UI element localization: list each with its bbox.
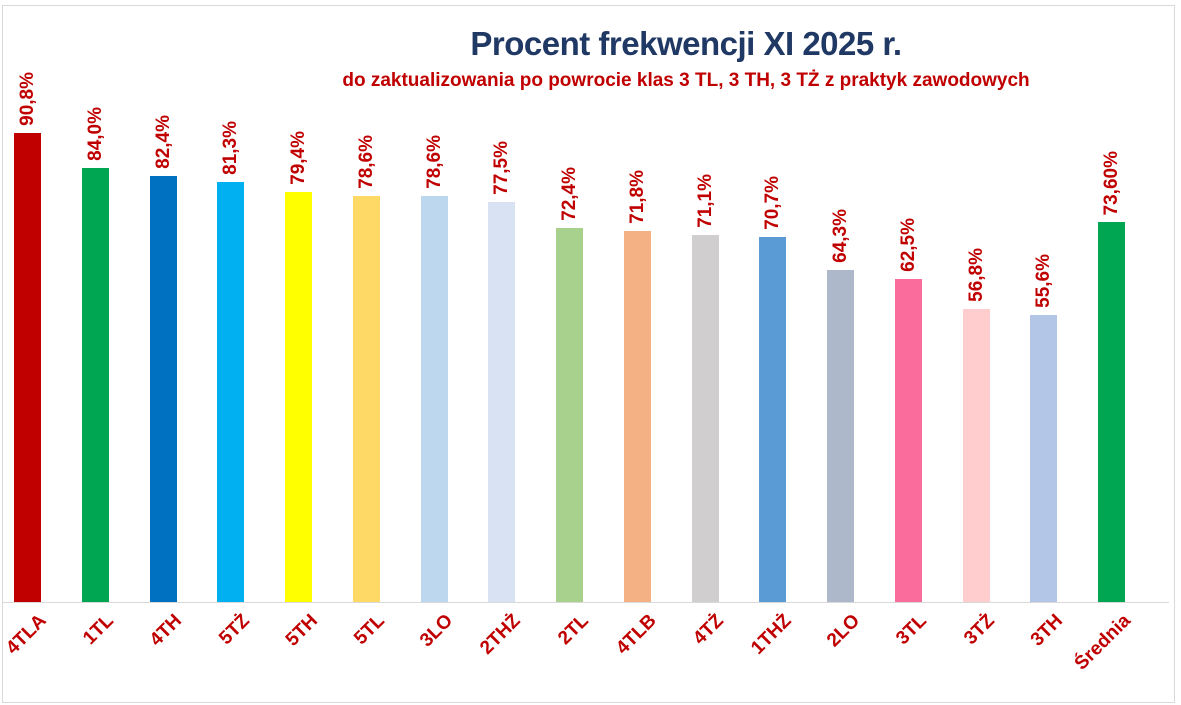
category-label-5TL: 5TL <box>350 610 390 650</box>
category-label-3LO: 3LO <box>416 610 458 652</box>
bar-1TL <box>81 168 109 603</box>
bar-slot-1TL: 84,0% <box>81 107 109 603</box>
category-label-2LO: 2LO <box>822 610 864 652</box>
bar-4TLB <box>623 231 651 603</box>
bar-value-label: 79,4% <box>288 131 309 185</box>
bar-Średnia <box>1098 222 1125 603</box>
bar-slot-4TLA: 90,8% <box>14 72 41 603</box>
bar-value-label: 56,8% <box>965 248 987 302</box>
bar-4TLA <box>14 133 41 603</box>
bar-2LO <box>827 270 854 603</box>
bar-5TŻ <box>217 182 245 603</box>
x-axis-line <box>3 602 1169 603</box>
bar-slot-4TŻ: 71,1% <box>691 174 719 603</box>
category-label-4TŻ: 4TŻ <box>689 610 729 650</box>
chart-subtitle: do zaktualizowania po powrocie klas 3 TL… <box>342 70 1030 92</box>
bar-slot-2LO: 64,3% <box>827 209 854 603</box>
category-label-1TL: 1TL <box>79 610 119 650</box>
bar-3LO <box>420 196 448 603</box>
bar-value-label: 90,8% <box>17 72 38 126</box>
bar-slot-3TŻ: 56,8% <box>962 248 990 603</box>
bar-slot-5TH: 79,4% <box>285 131 312 603</box>
title-block: Procent frekwencji XI 2025 r. do zaktual… <box>191 25 1181 92</box>
bar-value-label: 77,5% <box>491 141 513 195</box>
bar-value-label: 78,6% <box>423 135 445 189</box>
bar-value-label: 82,4% <box>152 115 174 169</box>
category-label-2THŻ: 2THŻ <box>476 610 525 659</box>
bar-2TL <box>556 228 583 603</box>
category-label-Średnia: Średnia <box>1070 610 1135 675</box>
category-label-3TH: 3TH <box>1026 610 1067 651</box>
bar-3TL <box>894 279 922 603</box>
chart-title: Procent frekwencji XI 2025 r. <box>470 25 902 62</box>
bar-slot-3LO: 78,6% <box>420 135 448 603</box>
bar-4TŻ <box>691 235 719 603</box>
bar-value-label: 81,3% <box>220 121 242 175</box>
bar-4TH <box>149 176 177 603</box>
bar-value-label: 72,4% <box>559 167 580 221</box>
bar-value-label: 70,7% <box>762 176 784 230</box>
bar-value-label: 64,3% <box>830 209 851 263</box>
bar-slot-3TL: 62,5% <box>894 218 922 603</box>
bar-value-label: 78,6% <box>355 135 377 189</box>
category-axis: 4TLA 1TL 4TH 5TŻ 5TH 5TL 3LO 2THŻ 2TL 4TLB 4TŻ 1THŻ… <box>0 610 1181 705</box>
bar-value-label: 84,0% <box>84 107 106 161</box>
category-label-4TH: 4TH <box>145 610 187 651</box>
category-label-3TL: 3TL <box>892 610 932 650</box>
category-label-5TH: 5TH <box>281 610 322 651</box>
category-label-4TLA: 4TLA <box>2 610 51 659</box>
category-label-2TL: 2TL <box>553 610 593 650</box>
bar-slot-2THŻ: 77,5% <box>488 141 516 603</box>
bar-slot-5TL: 78,6% <box>352 135 380 603</box>
bar-value-label: 62,5% <box>897 218 919 272</box>
bar-slot-4TH: 82,4% <box>149 115 177 603</box>
bar-slot-3TH: 55,6% <box>1030 254 1058 603</box>
bar-value-label: 71,1% <box>694 174 716 228</box>
bar-2THŻ <box>488 202 516 603</box>
bar-slot-5TŻ: 81,3% <box>217 121 245 603</box>
bar-5TH <box>285 192 312 603</box>
plot-area: 90,8% 84,0% 82,4% 81,3% 79,4% 78,6% 78,6% 77,5%… <box>14 72 1125 603</box>
category-label-4TLB: 4TLB <box>611 610 661 659</box>
category-label-3TŻ: 3TŻ <box>960 610 1000 650</box>
bar-value-label: 73,60% <box>1101 150 1122 215</box>
category-label-1THŻ: 1THŻ <box>747 610 796 659</box>
bar-slot-Średnia: 73,60% <box>1098 151 1125 603</box>
bar-3TŻ <box>962 309 990 603</box>
bar-value-label: 71,8% <box>626 170 648 224</box>
bar-3TH <box>1030 315 1058 603</box>
bar-slot-4TLB: 71,8% <box>623 170 651 603</box>
bar-1THŻ <box>759 237 787 603</box>
bar-value-label: 55,6% <box>1033 254 1055 308</box>
bar-slot-1THŻ: 70,7% <box>759 176 787 603</box>
category-label-5TŻ: 5TŻ <box>215 610 254 650</box>
bar-slot-2TL: 72,4% <box>556 167 583 603</box>
bar-5TL <box>352 196 380 603</box>
